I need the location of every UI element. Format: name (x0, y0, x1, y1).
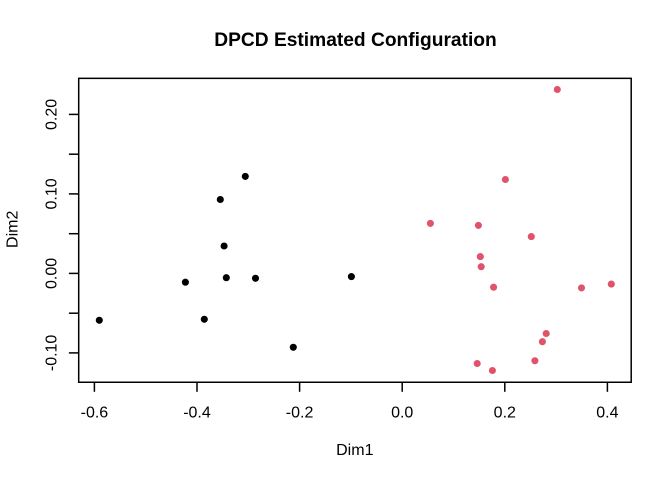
svg-text:0.4: 0.4 (596, 405, 618, 422)
svg-text:0.10: 0.10 (44, 178, 61, 209)
svg-text:0.00: 0.00 (44, 258, 61, 289)
svg-text:Dim2: Dim2 (5, 211, 22, 248)
svg-text:Dim1: Dim1 (336, 442, 373, 459)
svg-text:0.0: 0.0 (391, 405, 413, 422)
svg-text:-0.10: -0.10 (44, 335, 61, 372)
svg-text:0.2: 0.2 (494, 405, 516, 422)
svg-text:-0.4: -0.4 (183, 405, 211, 422)
svg-text:-0.6: -0.6 (81, 405, 109, 422)
svg-text:DPCD Estimated Configuration: DPCD Estimated Configuration (214, 30, 497, 51)
svg-text:-0.2: -0.2 (286, 405, 314, 422)
svg-text:0.20: 0.20 (44, 99, 61, 130)
